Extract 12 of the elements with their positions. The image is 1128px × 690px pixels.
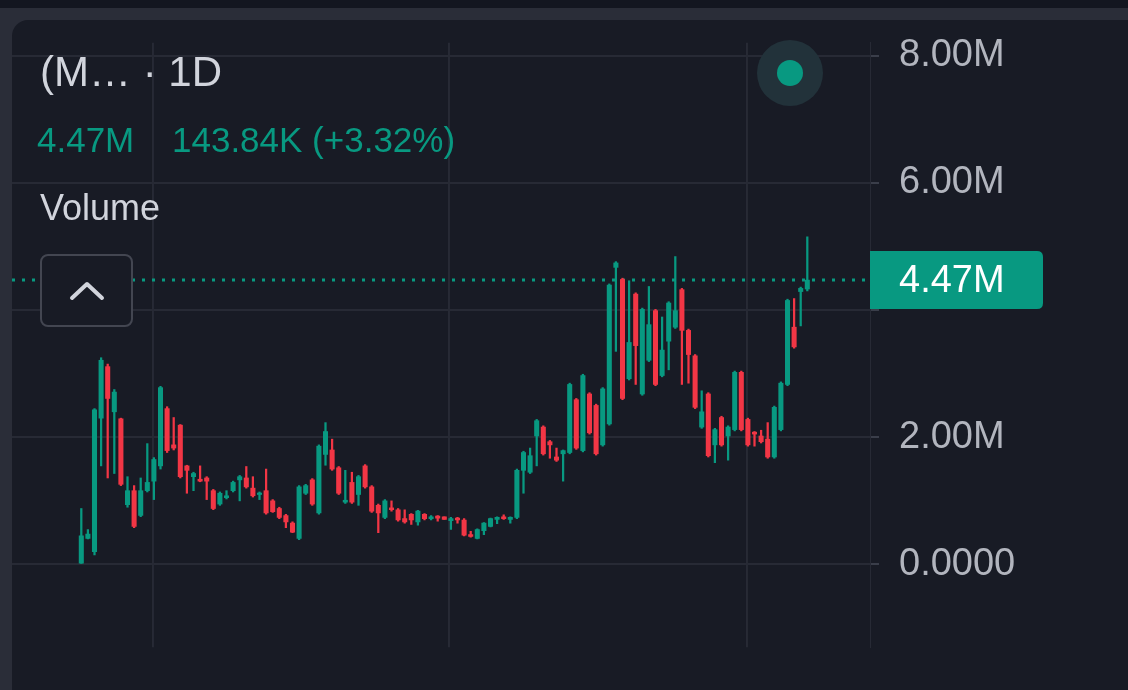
chart-title: (M… · 1D: [40, 47, 222, 97]
y-tick-label: 6.00M: [899, 159, 1005, 202]
y-tick-label: 2.00M: [899, 413, 1005, 456]
y-tick-label: 0.0000: [899, 540, 1016, 583]
candlestick: [190, 471, 197, 492]
candlestick: [223, 490, 230, 500]
y-tick-label: 8.00M: [899, 32, 1005, 75]
candlestick: [256, 491, 263, 500]
ref-line-label: 4.47M: [899, 257, 1005, 300]
annotation: 4.47M: [37, 119, 135, 161]
annotation: 143.84K (+3.32%): [172, 119, 456, 161]
annotation: Volume: [40, 186, 161, 229]
